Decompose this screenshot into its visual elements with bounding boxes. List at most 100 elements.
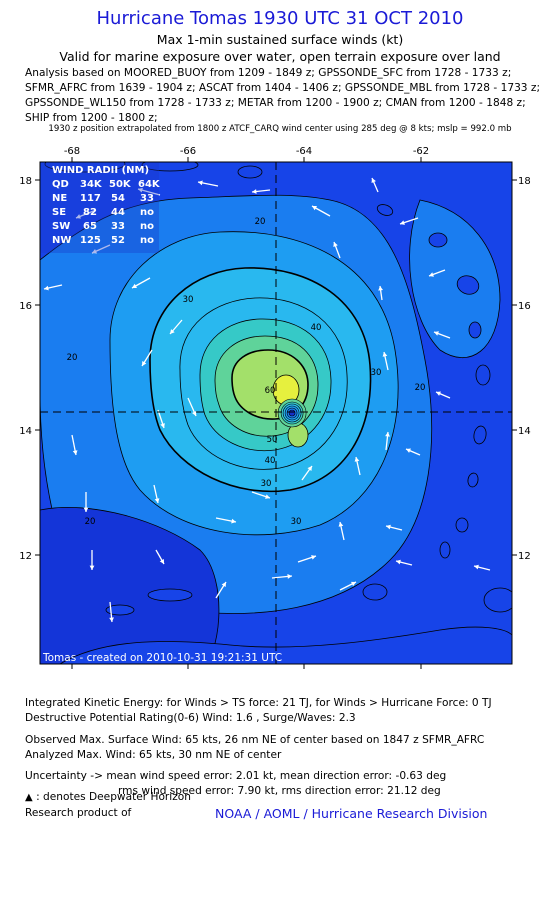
wind-vector xyxy=(43,284,63,291)
wind-vector xyxy=(385,524,403,531)
radii-cell: 117 xyxy=(80,193,101,204)
contour-label: 50 xyxy=(267,435,278,445)
virgin-islands xyxy=(141,162,199,172)
contour-label: 40 xyxy=(265,456,276,466)
radii-header: QD xyxy=(52,179,69,190)
wind-vector xyxy=(251,189,271,194)
radii-cell: 54 xyxy=(111,193,125,204)
wind-vector xyxy=(311,205,331,217)
radii-header: 50K xyxy=(109,179,132,190)
wind-vector xyxy=(354,456,361,476)
radii-header: 64K xyxy=(138,179,161,190)
deepwater-legend: ▲ : denotes Deepwater Horizon xyxy=(25,790,191,805)
wind-map: 20 30 40 20 30 20 30 20 60 50 40 30 -68 -66 -64 -62… xyxy=(19,146,531,669)
uncertainty-line-2: rms wind speed error: 7.90 kt, rms direc… xyxy=(118,785,441,797)
venezuela-coast xyxy=(59,626,512,664)
wind-vector xyxy=(131,277,151,289)
uncertainty-line-1: Uncertainty -> mean wind speed error: 2.… xyxy=(25,770,447,782)
left-axis: 18 16 14 12 xyxy=(19,176,40,562)
x-tick-label: -64 xyxy=(296,146,312,157)
radii-cell: no xyxy=(140,221,154,232)
wind-vector xyxy=(141,349,153,367)
wind-vector xyxy=(251,491,271,499)
y-tick-label: 14 xyxy=(518,426,531,437)
analysis-line: SFMR_AFRC from 1639 - 1904 z; ASCAT from… xyxy=(25,82,541,94)
wind-vector xyxy=(109,601,114,623)
wind-vector xyxy=(435,391,451,399)
saint-vincent-island xyxy=(467,472,479,488)
wind-vector xyxy=(215,581,227,599)
eye-ring xyxy=(288,409,296,417)
y-tick-label: 16 xyxy=(518,301,531,312)
contour-label: 30 xyxy=(261,479,272,489)
wind-radii-table: WIND RADII (NM) QD 34K 50K 64K NE 117 54… xyxy=(41,163,161,253)
analysis-line: GPSSONDE_WL150 from 1728 - 1733 z; METAR… xyxy=(25,97,526,109)
wind-vectors xyxy=(43,177,491,623)
contour-label: 30 xyxy=(291,517,302,527)
contour-label: 40 xyxy=(311,323,322,333)
noaa-aoml-link[interactable]: NOAA / AOML / Hurricane Research Divisio… xyxy=(215,806,488,821)
wind-vector xyxy=(71,434,78,456)
wind-vector xyxy=(333,241,341,259)
analysis-line: SHIP from 1200 - 1800 z; xyxy=(25,112,158,124)
radii-cell: 65 xyxy=(83,221,97,232)
landmasses xyxy=(44,162,512,664)
y-tick-label: 12 xyxy=(19,551,32,562)
wind-bands xyxy=(40,194,501,664)
contour-label: 20 xyxy=(85,517,96,527)
deepwater-label: : denotes Deepwater Horizon xyxy=(36,791,191,803)
saint-lucia-island xyxy=(473,425,487,445)
contour-label: 30 xyxy=(183,295,194,305)
radii-cell: no xyxy=(140,207,154,218)
wind-vector xyxy=(405,448,421,456)
contour-label: 20 xyxy=(415,383,426,393)
radii-cell: SW xyxy=(52,221,70,232)
wind-vector xyxy=(338,521,345,541)
radii-cell: 125 xyxy=(80,235,101,246)
x-tick-label: -62 xyxy=(413,146,429,157)
wind-vector xyxy=(399,217,419,225)
y-tick-label: 12 xyxy=(518,551,531,562)
wind-vector xyxy=(137,187,161,196)
guadeloupe-island xyxy=(456,275,480,295)
wind-vector xyxy=(83,492,89,512)
wind-vector xyxy=(385,431,390,451)
contour-label: 60 xyxy=(265,386,276,396)
wind-vector xyxy=(197,180,219,187)
wind-vector xyxy=(155,549,165,565)
subtitle-wind-type: Max 1-min sustained surface winds (kt) xyxy=(156,32,404,47)
wind-vector xyxy=(428,269,446,277)
contour-label: 30 xyxy=(371,368,382,378)
wind-vector xyxy=(75,209,97,219)
analysis-sources: Analysis based on MOORED_BUOY from 1209 … xyxy=(25,66,555,126)
anguilla-island xyxy=(376,204,394,216)
puerto-rico-island xyxy=(44,162,126,173)
wind-vector xyxy=(215,517,237,524)
wind-vector xyxy=(378,285,383,301)
bottom-axis: -68 -66 -64 -62 xyxy=(71,664,422,669)
radii-header: 34K xyxy=(80,179,103,190)
right-axis: 18 16 14 12 xyxy=(512,176,531,562)
wind-vector xyxy=(169,319,183,335)
top-axis: -68 -66 -64 -62 xyxy=(64,146,429,162)
radii-cell: NE xyxy=(52,193,67,204)
radii-cell: 82 xyxy=(83,207,97,218)
trinidad-island xyxy=(483,587,512,613)
margarita-island xyxy=(362,583,388,601)
y-tick-label: 16 xyxy=(19,301,32,312)
wind-vector xyxy=(271,574,293,579)
oil-rig-icon: ▲ xyxy=(25,792,33,803)
x-tick-label: -66 xyxy=(180,146,196,157)
wind-vector xyxy=(433,331,451,339)
aruba-island xyxy=(105,604,135,616)
wind-vector xyxy=(473,564,491,571)
radii-cell: SE xyxy=(52,207,66,218)
contour-labels: 20 30 40 20 30 20 30 20 60 50 40 30 xyxy=(67,217,426,527)
curacao-island xyxy=(147,588,193,602)
grenada-island xyxy=(455,517,469,533)
tobago-island xyxy=(439,541,451,559)
radii-cell: 33 xyxy=(111,221,125,232)
wind-vector xyxy=(89,550,95,570)
wind-vector xyxy=(157,409,165,429)
wind-radii-title: WIND RADII (NM) xyxy=(52,165,149,176)
